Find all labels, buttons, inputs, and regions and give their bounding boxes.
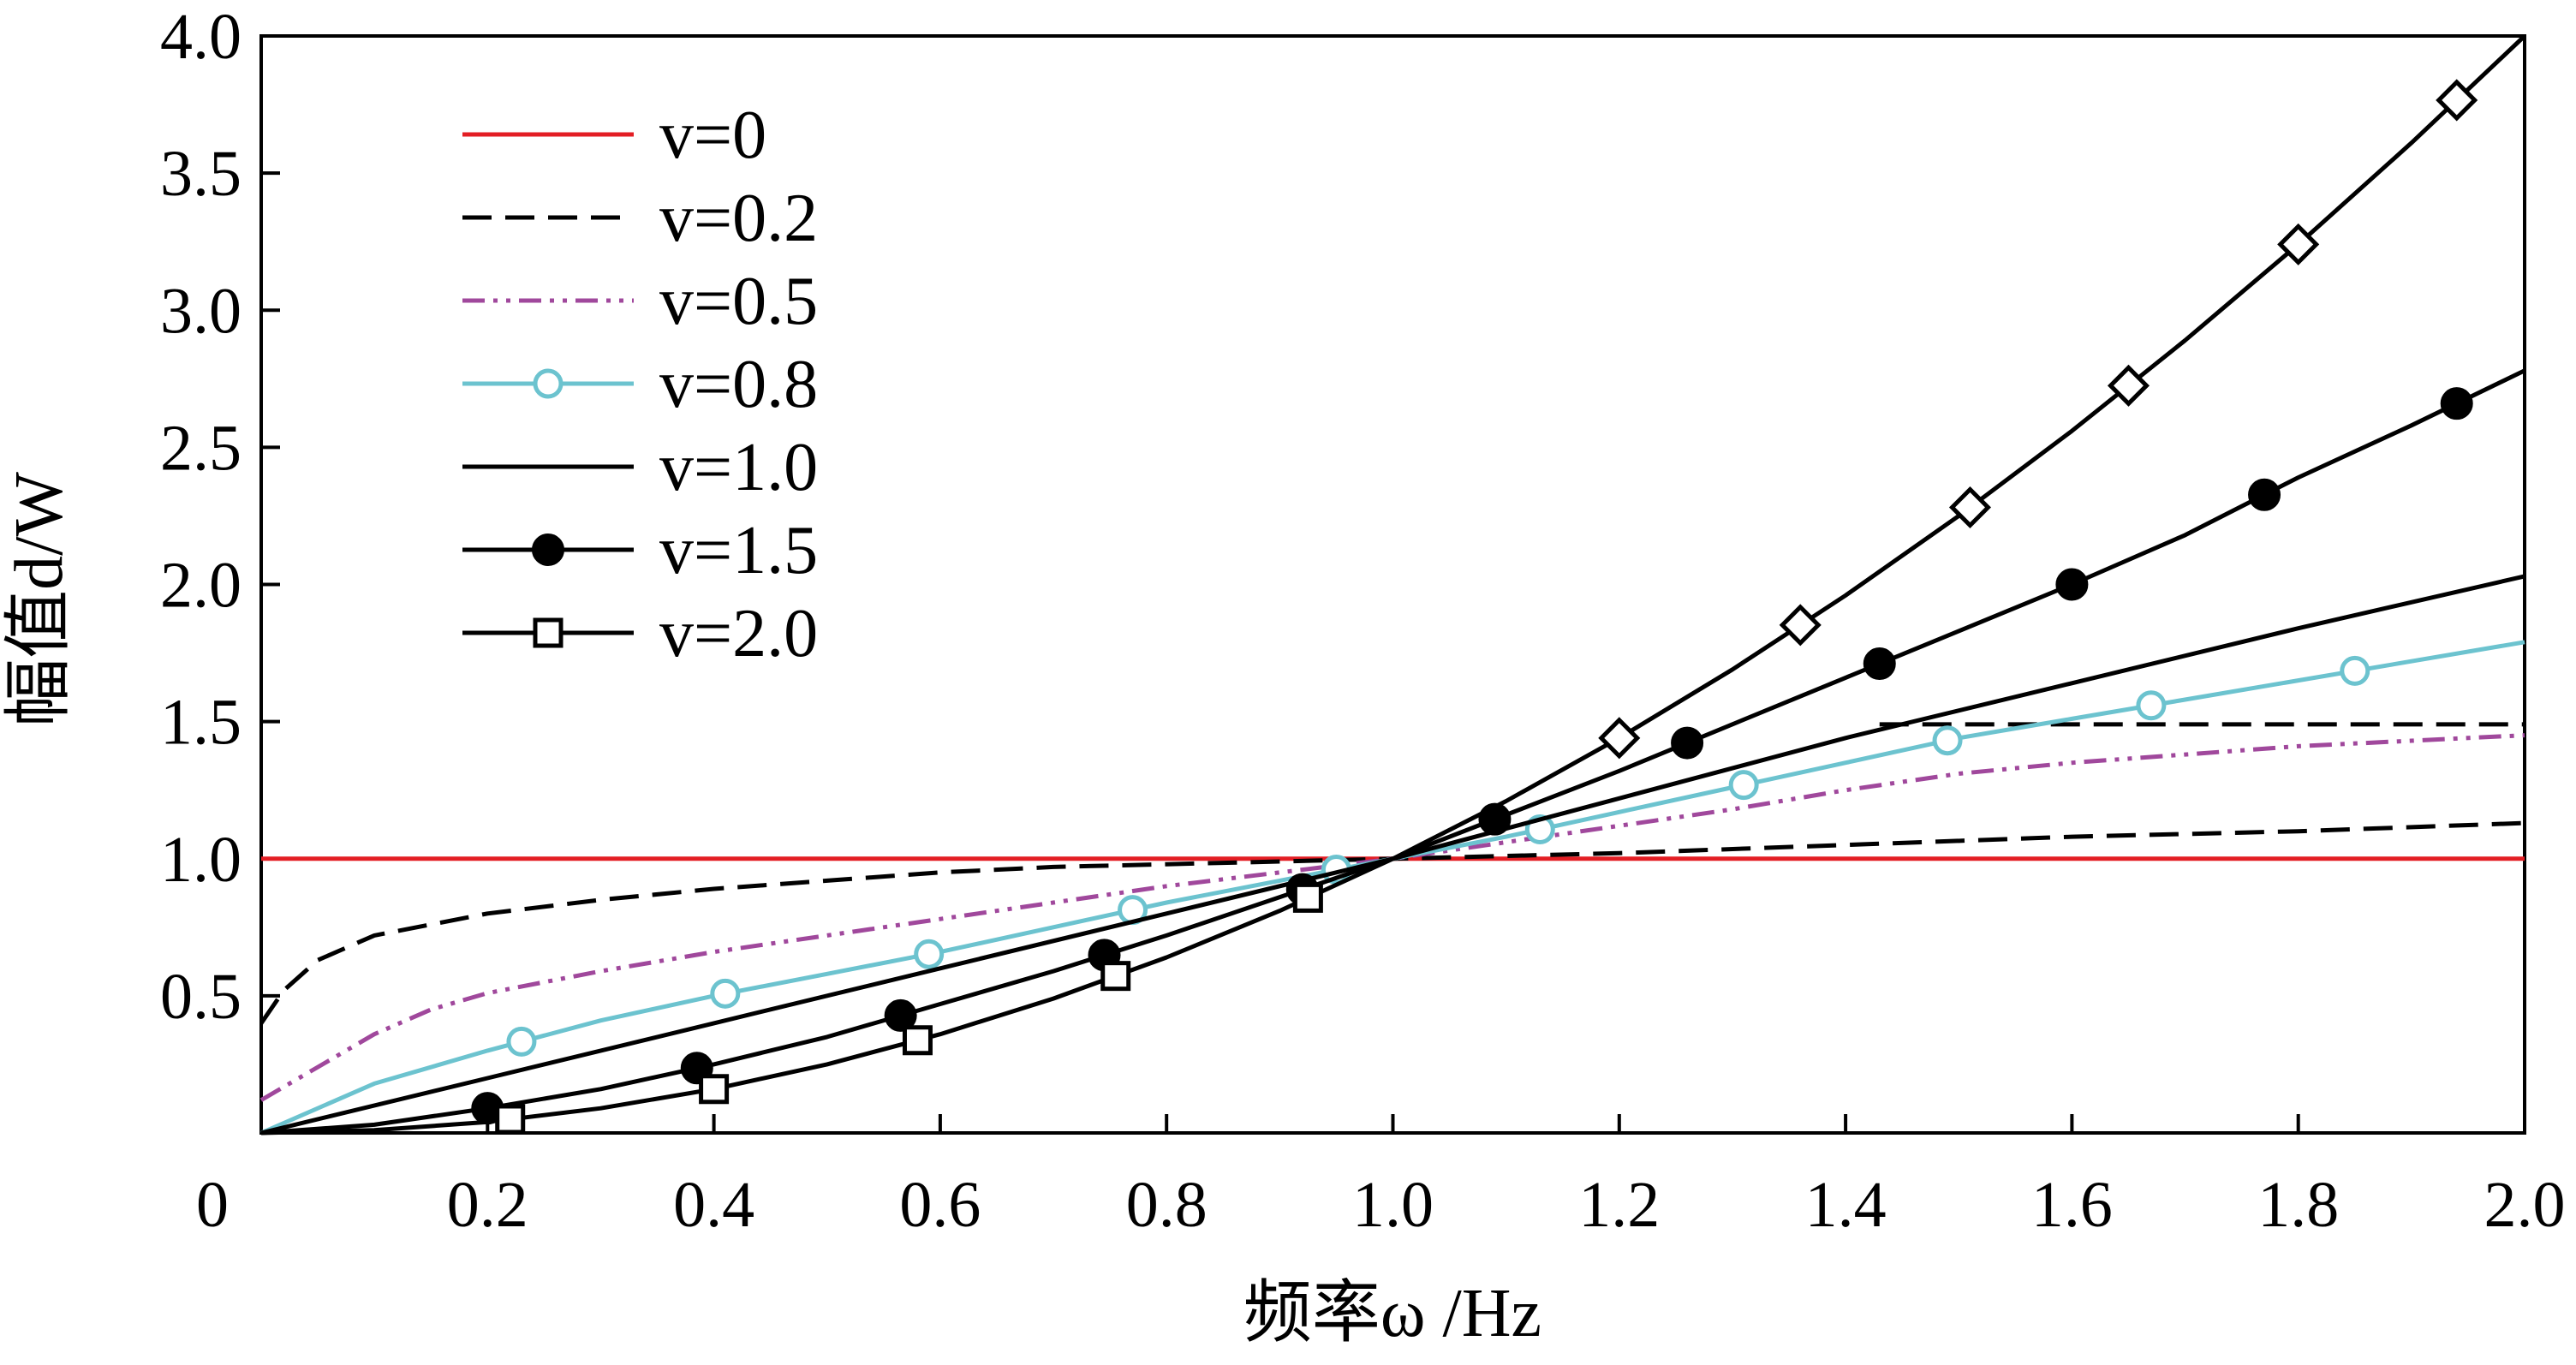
legend-entry: v=2.0 [462,596,818,671]
y-tick-label: 3.5 [160,138,242,210]
plot-frame [259,34,2526,1135]
y-axis-title: 幅值d/W [2,472,77,727]
y-tick-label: 3.0 [160,275,242,347]
marker-circle-filled [2055,568,2089,601]
series-v-0-2 [259,722,2525,1025]
series-v-0-8 [260,640,2525,1136]
x-tick-label: 2.0 [2484,1169,2566,1241]
y-tick-label: 2.5 [160,412,242,484]
y-tick-label: 1.5 [160,687,242,759]
y-tick-label: 2.0 [160,550,242,622]
legend-entry: v=1.0 [462,430,818,505]
series-line [260,574,2525,1136]
x-tick-label: 1.0 [1352,1169,1434,1241]
legend-label: v=1.0 [659,430,818,505]
series-v-1-0 [260,574,2525,1136]
marker-circle-open [506,1026,537,1057]
marker-square-open [1292,882,1323,913]
x-tick-label: 0 [196,1169,229,1241]
marker-square-open [902,1025,933,1056]
series-line [260,640,2525,1136]
legend-entry: v=0 [462,98,766,173]
y-tick-label: 1.0 [160,824,242,896]
legend-label: v=2.0 [659,596,818,671]
marker-circle-filled [884,998,917,1032]
x-tick-label: 1.8 [2257,1169,2339,1241]
x-tick-label: 0.6 [899,1169,981,1241]
x-tick-label: 0.2 [447,1169,528,1241]
legend-label: v=0.8 [659,347,818,422]
marker-square-open [1100,961,1131,992]
marker-circle-open [1728,770,1759,801]
marker-diamond-open [1779,604,1822,647]
legend-label: v=0 [659,98,766,173]
y-tick-label: 4.0 [160,1,242,73]
series-v-0-5 [259,733,2525,1102]
marker-circle-open [2340,655,2370,686]
marker-diamond-open [2277,223,2320,265]
legend-label: v=0.5 [659,264,818,339]
marker-diamond-open [1948,486,1992,529]
legend-entry: v=0.2 [462,181,818,256]
y-tick-label: 0.5 [160,961,242,1033]
marker-diamond-open [2436,79,2478,122]
marker-diamond-open [2107,364,2150,407]
marker-circle-open [710,978,741,1009]
marker-circle-open [2136,690,2167,721]
x-axis-title: 频率ω /Hz [1243,1276,1541,1351]
x-tick-label: 1.4 [1805,1169,1887,1241]
series-line [259,820,2525,1025]
legend-label: v=1.5 [659,513,818,588]
marker-circle-open [533,368,564,399]
marker-circle-filled [1671,726,1704,760]
legend-label: v=0.2 [659,181,818,256]
marker-square-open [699,1074,730,1105]
marker-diamond-open [1598,717,1641,760]
x-tick-label: 0.4 [673,1169,754,1241]
marker-square-open [533,617,564,648]
legend-entry: v=1.5 [462,513,818,588]
x-tick-label: 1.6 [2031,1169,2113,1241]
legend-entry: v=0.8 [462,347,818,422]
legend-entry: v=0.5 [462,264,818,339]
marker-circle-open [914,939,945,969]
marker-circle-filled [2440,387,2473,420]
marker-square-open [495,1104,526,1135]
series-line [259,733,2525,1102]
series-v-2-0 [260,34,2526,1136]
marker-circle-filled [2248,478,2281,511]
x-tick-label: 1.2 [1578,1169,1660,1241]
marker-circle-filled [1863,647,1896,681]
x-tick-label: 0.8 [1126,1169,1208,1241]
series-line [260,34,2526,1136]
marker-circle-open [1932,725,1963,756]
marker-circle-filled [532,533,564,566]
